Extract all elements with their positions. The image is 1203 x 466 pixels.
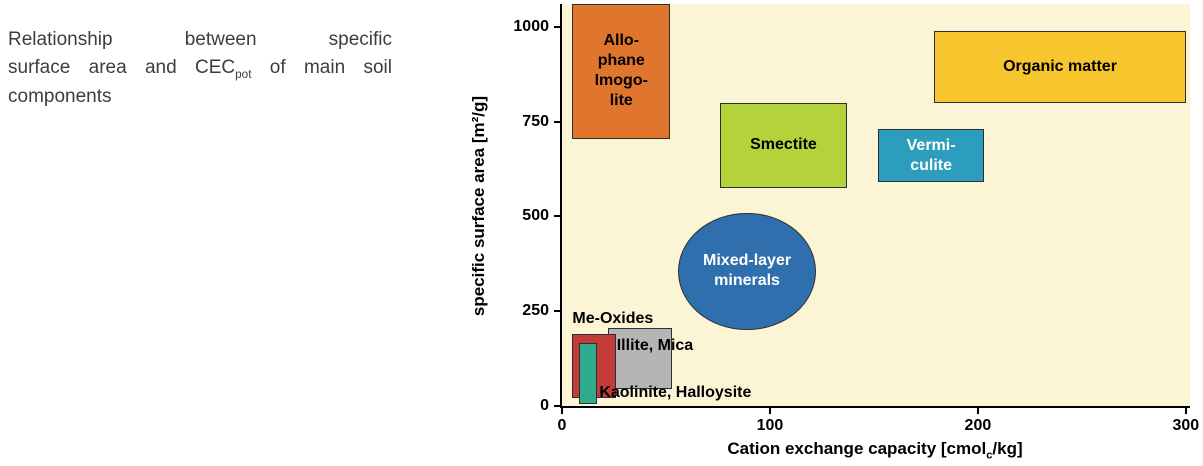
vermiculite-label: Vermi- culite [906, 136, 956, 174]
allophane-imogolite-label: Allo- phane Imogo- lite [594, 32, 648, 110]
x-axis-label-subscript: c [986, 449, 993, 462]
caption-subscript: pot [235, 67, 252, 81]
x-axis-label-text: Cation exchange capacity [cmol [727, 439, 987, 458]
kaolinite-halloysite-label: Kaolinite, Halloysite [599, 384, 752, 402]
caption-text: of main soil [251, 56, 392, 78]
caption-text: components [8, 86, 112, 108]
y-axis-label: specific surface area [m²/g] [469, 95, 488, 317]
organic-matter-label: Organic matter [1003, 57, 1117, 75]
y-tick-label: 1000 [513, 17, 549, 35]
y-tick-mark [554, 215, 562, 218]
me-oxides-label: Me-Oxides [572, 309, 654, 327]
caption-line-1: Relationship between specific [8, 26, 392, 54]
x-tick-label: 0 [557, 417, 567, 434]
x-tick-label: 100 [756, 417, 784, 434]
x-tick-mark [561, 406, 563, 414]
region-vermiculite: Vermi- culite [878, 129, 985, 183]
x-tick-label: 200 [964, 417, 992, 434]
region-allophane-imogolite: Allo- phane Imogo- lite [572, 4, 671, 139]
caption-text: Relationship between specific [8, 29, 392, 50]
y-tick-label: 750 [522, 112, 549, 130]
x-tick-mark [1184, 406, 1187, 414]
y-tick-mark [554, 310, 562, 313]
caption-text: surface area and CEC [8, 56, 236, 78]
y-tick-label: 500 [522, 207, 549, 225]
region-mixed-layer-minerals: Mixed-layer minerals [678, 212, 816, 331]
region-smectite: Smectite [720, 102, 847, 188]
caption-line-3: components [8, 83, 392, 111]
smectite-label: Smectite [750, 136, 817, 154]
x-tick-mark [768, 406, 771, 414]
y-tick-mark [554, 25, 562, 28]
figure-caption: Relationship between specific surface ar… [8, 26, 392, 111]
x-tick-mark [976, 406, 979, 414]
x-axis-label-text: /kg] [992, 439, 1023, 458]
y-tick-label: 250 [522, 302, 549, 320]
y-tick-label: 0 [540, 397, 549, 414]
y-tick-mark [554, 405, 562, 407]
illite-mica-label: Illite, Mica [616, 337, 694, 355]
x-axis-label: Cation exchange capacity [cmolc/kg] [727, 439, 1022, 461]
region-organic-matter: Organic matter [934, 30, 1186, 103]
x-tick-label: 300 [1172, 417, 1200, 434]
mixed-layer-minerals-label: Mixed-layer minerals [703, 252, 792, 290]
region-illite-mica: Illite, Mica [607, 328, 693, 389]
y-tick-mark [554, 120, 562, 123]
region-kaolinite-halloysite: Kaolinite, Halloysite [578, 343, 751, 405]
caption-line-2: surface area and CECpot of main soil [8, 54, 392, 83]
plot-area: Allo- phane Imogo- lite Organic matter Sme… [513, 4, 1199, 434]
